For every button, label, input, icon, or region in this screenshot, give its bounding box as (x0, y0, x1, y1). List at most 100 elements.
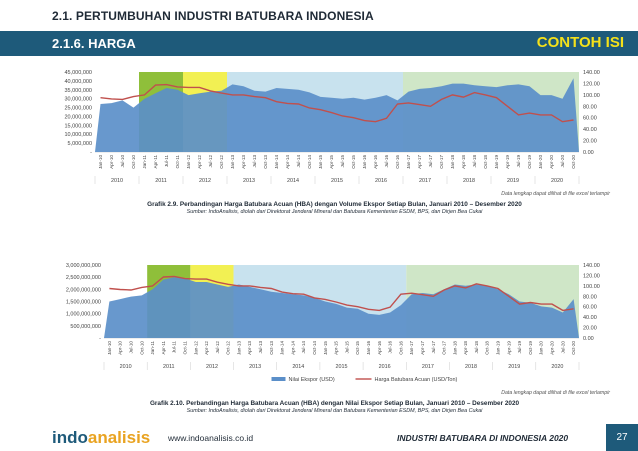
caption-title-2: Grafik 2.10. Perbandingan Harga Batubara… (149, 400, 520, 407)
y-right-tick: 80.00 (583, 104, 597, 110)
y-left-tick: - (90, 150, 92, 156)
month-tick: Oct-18 (483, 155, 488, 169)
month-tick: Jul-10 (120, 155, 125, 168)
y-right-tick: 20.00 (583, 326, 597, 332)
month-tick: Jan-18 (450, 155, 455, 169)
month-tick: Jul-14 (296, 155, 301, 168)
month-tick: Jan-13 (230, 155, 235, 169)
month-tick: Jul-12 (208, 155, 213, 168)
month-tick: Jan-11 (142, 155, 147, 169)
chart-note-2: Data lengkap dapat dilihat di file excel… (501, 390, 610, 396)
month-tick: Jul-12 (215, 341, 220, 354)
month-tick: Oct-19 (528, 341, 533, 355)
year-tick: 2010 (111, 178, 123, 184)
chart-volume-vs-hba: 45,000,000 40,000,000 35,000,000 30,000,000… (52, 60, 617, 190)
y-right-tick: 0.00 (583, 336, 594, 342)
month-tick: Apr-11 (153, 155, 158, 169)
month-tick: Oct-16 (395, 155, 400, 169)
month-tick: Apr-10 (118, 341, 123, 355)
year-tick: 2010 (120, 364, 132, 370)
month-tick: Jul-15 (344, 341, 349, 354)
y-left-tick: 2,500,000,000 (66, 275, 101, 281)
caption-source-1: Sumber: IndoAnalisis, diolah dari Direkt… (186, 209, 483, 215)
month-tick: Oct-16 (398, 341, 403, 355)
month-tick: Apr-19 (506, 341, 511, 355)
month-tick: Jul-14 (301, 341, 306, 354)
month-tick: Jul-13 (258, 341, 263, 354)
legend-label-area: Nilai Ekspor (USD) (289, 377, 335, 383)
legend-swatch-area (271, 377, 286, 381)
month-tick: Oct-20 (571, 341, 576, 355)
month-tick: Jan-20 (538, 155, 543, 169)
month-tick: Apr-15 (334, 341, 339, 355)
page-number: 27 (606, 424, 638, 451)
caption-1: Grafik 2.9. Perbandingan Harga Batubara … (52, 201, 617, 215)
report-title: INDUSTRI BATUBARA DI INDONESIA 2020 (397, 433, 569, 443)
month-tick: Jan-11 (150, 341, 155, 355)
month-tick: Apr-17 (420, 341, 425, 355)
year-tick: 2018 (465, 364, 477, 370)
caption-title-1: Grafik 2.9. Perbandingan Harga Batubara … (147, 201, 522, 208)
month-tick: Oct-11 (175, 155, 180, 169)
month-tick: Oct-12 (226, 341, 231, 355)
month-tick: Oct-11 (182, 341, 187, 355)
y-left-tick: 500,000,000 (70, 324, 101, 330)
year-tick: 2015 (331, 178, 343, 184)
month-tick: Apr-20 (549, 155, 554, 169)
month-tick: Jan-12 (193, 341, 198, 355)
year-tick: 2011 (163, 364, 175, 370)
y-left-tick: 1,000,000,000 (66, 312, 101, 318)
y-left-tick: 25,000,000 (64, 106, 92, 112)
year-tick: 2014 (287, 178, 299, 184)
y-right-tick: 40.00 (583, 127, 597, 133)
year-tick: 2019 (508, 364, 520, 370)
month-tick: Jan-14 (274, 155, 279, 169)
month-tick: Jan-20 (539, 341, 544, 355)
year-tick: 2015 (336, 364, 348, 370)
chart-value-vs-hba: 3,000,000,000 2,500,000,000 2,000,000,000 1… (52, 255, 617, 390)
year-tick: 2018 (463, 178, 475, 184)
month-tick: Oct-19 (527, 155, 532, 169)
y-left-tick: 45,000,000 (64, 70, 92, 76)
month-tick: Apr-17 (417, 155, 422, 169)
y-left-tick: 10,000,000 (64, 132, 92, 138)
y-left-tick: - (99, 336, 101, 342)
month-tick: Jan-19 (496, 341, 501, 355)
month-tick: Jan-15 (323, 341, 328, 355)
y-right-tick: 0.00 (583, 150, 594, 156)
month-tick: Jan-13 (236, 341, 241, 355)
month-tick: Oct-13 (269, 341, 274, 355)
month-tick: Apr-14 (285, 155, 290, 169)
month-tick: Oct-13 (263, 155, 268, 169)
year-tick: 2017 (419, 178, 431, 184)
chart-note-1: Data lengkap dapat dilihat di file excel… (501, 191, 610, 197)
y-left-tick: 20,000,000 (64, 114, 92, 120)
month-tick: Jul-16 (384, 155, 389, 168)
y-left-tick: 30,000,000 (64, 97, 92, 103)
series-area (104, 277, 579, 338)
month-tick: Jan-17 (406, 155, 411, 169)
month-tick: Oct-18 (485, 341, 490, 355)
month-tick: Jan-15 (318, 155, 323, 169)
y-right-tick: 60.00 (583, 116, 597, 122)
month-tick: Oct-17 (442, 341, 447, 355)
month-tick: Jan-12 (186, 155, 191, 169)
y-left-tick: 35,000,000 (64, 88, 92, 94)
hba-line (100, 83, 574, 123)
y-right-tick: 80.00 (583, 294, 597, 300)
month-tick: Oct-12 (219, 155, 224, 169)
month-tick: Apr-19 (505, 155, 510, 169)
month-tick: Jan-10 (98, 155, 103, 169)
month-tick: Apr-18 (461, 155, 466, 169)
month-tick: Apr-12 (204, 341, 209, 355)
year-tick: 2014 (292, 364, 304, 370)
y-left-tick: 2,000,000,000 (66, 287, 101, 293)
month-tick: Jul-18 (472, 155, 477, 168)
month-tick: Jan-16 (366, 341, 371, 355)
month-tick: Jul-17 (431, 341, 436, 354)
y-left-tick: 3,000,000,000 (66, 263, 101, 269)
footer: indoanalisis www.indoanalisis.co.id INDU… (0, 424, 638, 451)
website-link[interactable]: www.indoanalisis.co.id (168, 433, 254, 443)
month-tick: Jul-19 (517, 341, 522, 354)
month-tick: Jul-10 (128, 341, 133, 354)
